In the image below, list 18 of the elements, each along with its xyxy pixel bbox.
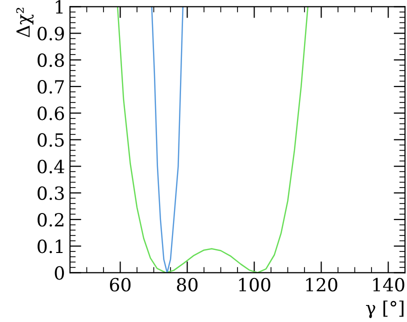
y-axis-title: Δχ² bbox=[16, 8, 34, 38]
x-tick-label: 100 bbox=[239, 278, 270, 292]
y-tick-label: 0.7 bbox=[38, 80, 64, 94]
y-tick-label: 0.3 bbox=[38, 186, 64, 200]
x-tick-label: 60 bbox=[110, 278, 131, 292]
y-tick-label: 0 bbox=[54, 266, 64, 280]
x-axis-title: γ [°] bbox=[366, 300, 404, 318]
y-tick-label: 0.1 bbox=[38, 240, 63, 254]
x-tick-label: 140 bbox=[373, 278, 404, 292]
x-tick-label: 80 bbox=[176, 278, 198, 292]
y-tick-label: 0.5 bbox=[38, 133, 64, 147]
y-tick-label: 0.4 bbox=[38, 160, 64, 174]
x-tick-label: 120 bbox=[306, 278, 338, 292]
y-tick-label: 0.8 bbox=[38, 53, 64, 68]
y-tick-label: 0.9 bbox=[38, 26, 64, 40]
y-tick-label: 0.2 bbox=[38, 212, 64, 227]
y-tick-label: 0.6 bbox=[38, 106, 64, 120]
y-tick-label: 1 bbox=[56, 0, 63, 14]
